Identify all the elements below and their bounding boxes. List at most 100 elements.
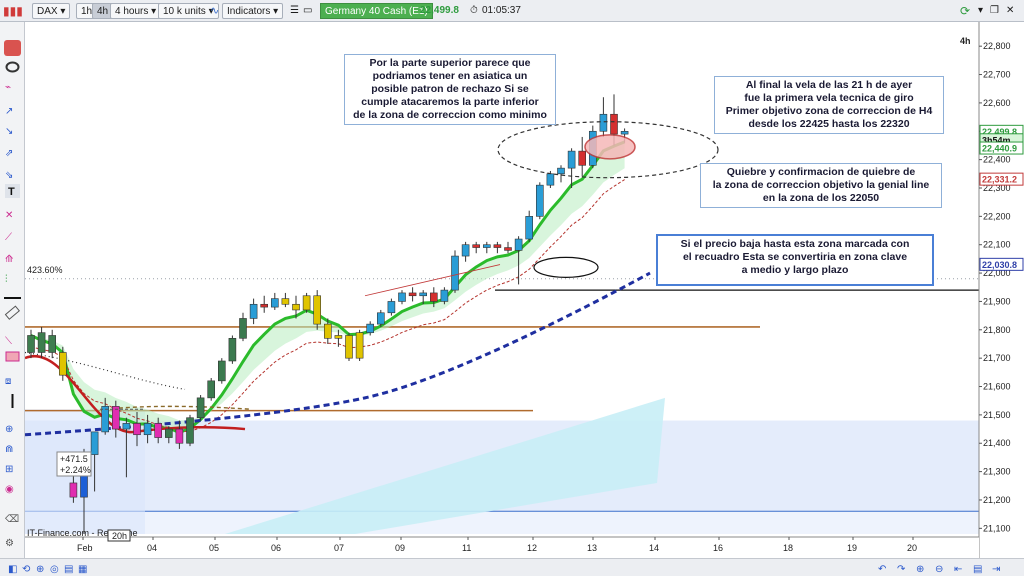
close-icon[interactable]: ✕ [1006,5,1015,16]
ellipse-tool-icon[interactable] [5,61,20,73]
pattern-tool-icon[interactable]: ⇗ [5,148,13,159]
rectangle-tool-icon[interactable] [5,351,20,362]
candle-body-55 [610,113,618,135]
last-price: 22,499.8 [420,5,459,16]
candle-body-9 [122,423,131,430]
cycle-tool-icon[interactable]: ⟰ [5,254,13,265]
date-label-2: 05 [209,543,219,553]
svg-text:⟋: ⟋ [5,232,12,243]
units-selector[interactable]: 10 k units ▾ [158,3,219,19]
trash-tool-icon[interactable]: ⌫ [5,514,19,525]
window-icon[interactable]: ▭ [303,5,313,16]
red-average-line [25,354,246,434]
ruler-tool-icon[interactable] [4,305,20,320]
pitchfork-tool-icon[interactable]: ⫶ [5,274,8,285]
date-label-0: Feb [77,543,93,553]
symbol-selector[interactable]: DAX ▾ [32,3,71,19]
price-tag-4: 22,030.8 [982,260,1017,270]
candle-body-52 [578,150,587,166]
candle-body-8 [112,406,120,430]
tooltip-change-points: +471.5 [60,454,88,464]
gann-tool-icon[interactable]: ⧈ [5,376,11,387]
date-label-7: 12 [527,543,537,553]
note-last-candle[interactable]: Al final la vela de las 21 h de ayer fue… [714,76,944,134]
candle-body-49 [546,173,555,186]
fibonacci-tool-icon[interactable]: ⌁ [5,82,11,93]
note-square[interactable]: Si el precio baja hasta esta zona marcad… [656,234,934,286]
bottom-nav-icon-0: ↶ [878,564,886,575]
candle-body-16 [196,397,205,419]
wave-tool-icon[interactable]: ↘ [5,126,13,137]
text-tool-icon[interactable]: T [5,184,20,198]
top-toolbar: ▮▮▮ DAX ▾ 1h 4h 4 hours ▾ 10 k units ▾ ∿… [0,0,1024,22]
candle-body-2 [48,335,57,353]
drawings [100,121,719,410]
price-tick-label-6: 22,200 [983,211,1011,221]
svg-text:↗: ↗ [5,106,13,117]
lock-tool-icon[interactable]: ⊞ [5,464,13,475]
date-label-3: 06 [271,543,281,553]
settings-tool-icon[interactable]: ⚙ [5,538,14,549]
sliders-icon[interactable]: ☰ [290,5,299,16]
svg-text:⌫: ⌫ [5,514,19,525]
bottom-nav-icon-1: ↷ [897,564,906,575]
cursor-tool-icon[interactable] [4,40,21,56]
candle-body-46 [514,238,523,251]
bottom-nav-icon-3: ⊖ [935,564,943,575]
price-tick-label-11: 21,700 [983,353,1011,363]
candle-body-34 [387,301,396,314]
magnet-tool-icon[interactable]: ⋒ [5,444,13,455]
candle-body-0 [27,335,35,353]
bottom-tool-icon-1: ⟲ [22,564,31,575]
drawing-toolbar: ⌁ ↗ ↘ ⇗ ⇘ T ✕ ⟋ ⟰ ⫶ ⟍ ⧈ ⊕ ⋒ ⊞ ◉ ⌫ ⚙ [0,22,25,558]
candle-body-23 [271,298,279,308]
instrument-badge[interactable]: Germany 40 Cash (E1) [320,3,433,19]
svg-text:⫶: ⫶ [5,274,8,285]
candle-body-38 [429,292,438,302]
date-label-13: 20 [907,543,917,553]
candle-body-39 [440,289,449,302]
date-label-12: 19 [847,543,857,553]
candle-body-3 [58,352,67,376]
channel-down-tool-icon[interactable]: ⟍ [5,336,12,347]
svg-text:T: T [8,186,15,198]
indicators-button[interactable]: Indicators ▾ [222,3,284,19]
collapse-icon[interactable]: ▾ [978,5,984,16]
bottom-nav-icon-5: ▤ [973,564,982,575]
price-tick-label-0: 22,800 [983,41,1011,51]
candle-body-25 [292,303,300,311]
price-axis: 22,80022,70022,60022,50022,40022,30022,2… [978,22,1024,558]
candle-body-21 [249,303,258,319]
long-average-line [25,271,651,437]
price-tick-label-10: 21,800 [983,325,1011,335]
candle-body-47 [525,216,534,240]
fib-label: 423.60% [27,265,63,275]
price-tick-label-14: 21,400 [983,438,1011,448]
elliott-tool-icon[interactable]: ↗ [5,106,13,117]
period-selector[interactable]: 4 hours ▾ [110,3,162,19]
zoom-tool-icon[interactable]: ⊕ [5,424,13,435]
drawing-tools: ⌁ ↗ ↘ ⇗ ⇘ T ✕ ⟋ ⟰ ⫶ ⟍ ⧈ ⊕ ⋒ ⊞ ◉ ⌫ ⚙ [4,40,21,549]
bar-countdown: 01:05:37 [482,5,521,16]
arrow-tool-icon[interactable]: ⇘ [5,170,13,181]
indicators-icon[interactable]: ∿ [210,5,220,17]
price-tick-label-7: 22,100 [983,240,1011,250]
chart-text: 4h 423.60% IT-Finance.com - Real Time +4… [27,36,971,542]
candle-body-10 [133,423,141,436]
note-asian-rejection[interactable]: Por la parte superior parece que podriam… [344,54,556,125]
projection-cloud [225,397,665,534]
candle-body-12 [154,423,162,438]
refresh-icon[interactable]: ⟳ [960,4,971,18]
candle-body-17 [207,380,215,399]
candle-body-42 [472,244,481,248]
crossing-tool-icon[interactable]: ✕ [5,210,13,221]
eye-tool-icon[interactable]: ◉ [5,484,14,495]
price-tick-label-17: 21,100 [983,523,1011,533]
trendline-red [364,264,501,297]
channel-tool-icon[interactable]: ⟋ [5,232,12,243]
note-break[interactable]: Quiebre y confirmacion de quiebre de la … [700,163,942,208]
restore-icon[interactable]: ❐ [990,5,999,16]
price-tick-label-9: 21,900 [983,296,1011,306]
bars-icon[interactable]: ▮▮▮ [3,4,23,18]
